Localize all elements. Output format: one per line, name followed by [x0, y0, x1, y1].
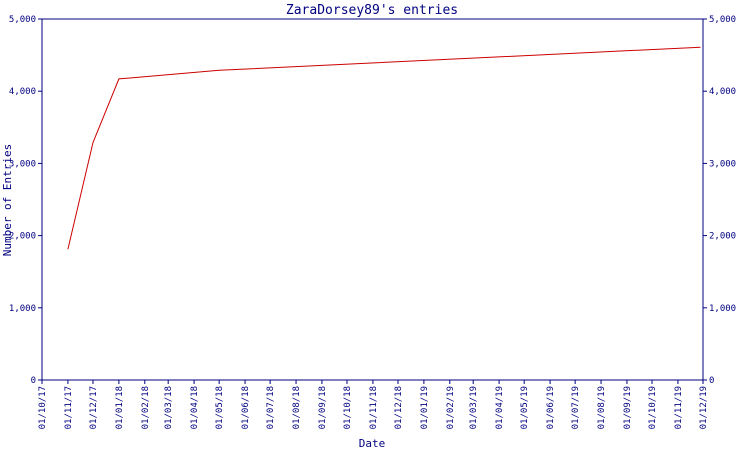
y-tick-label-right: 2,000 — [709, 232, 736, 242]
x-tick-label: 01/10/18 — [343, 386, 353, 429]
y-tick-label-left: 4,000 — [9, 87, 36, 97]
y-tick-label-right: 1,000 — [709, 304, 736, 314]
y-tick-label-right: 3,000 — [709, 159, 736, 169]
x-tick-label: 01/02/18 — [141, 386, 151, 429]
y-tick-label-right: 5,000 — [709, 15, 736, 25]
y-tick-label-left: 0 — [31, 376, 36, 386]
x-tick-label: 01/07/19 — [571, 386, 581, 429]
y-axis-left: 0 1,000 2,000 3,000 4,000 5,000 — [9, 15, 42, 386]
y-tick-label-left: 1,000 — [9, 304, 36, 314]
plot-frame — [41, 18, 704, 381]
y-tick-label-right: 4,000 — [709, 87, 736, 97]
y-axis-title: Number of Entries — [1, 144, 14, 257]
x-tick-label: 01/04/19 — [495, 386, 505, 429]
x-axis: 01/10/17 01/11/17 01/12/17 01/01/18 01/02/18… — [38, 380, 709, 429]
x-axis-title: Date — [359, 437, 386, 450]
y-tick-label-left: 5,000 — [9, 15, 36, 25]
x-tick-label: 01/11/17 — [64, 386, 74, 429]
x-tick-label: 01/10/17 — [38, 386, 48, 429]
y-axis-right: 0 1,000 2,000 3,000 4,000 5,000 — [703, 15, 736, 386]
x-tick-label: 01/10/19 — [648, 386, 658, 429]
x-tick-label: 01/11/19 — [674, 386, 684, 429]
y-tick-label-left: 3,000 — [9, 159, 36, 169]
x-tick-label: 01/01/19 — [420, 386, 430, 429]
x-tick-label: 01/03/19 — [469, 386, 479, 429]
x-tick-label: 01/01/18 — [115, 386, 125, 429]
x-tick-label: 01/06/19 — [546, 386, 556, 429]
x-tick-label: 01/05/18 — [215, 386, 225, 429]
x-tick-label: 01/12/18 — [394, 386, 404, 429]
x-tick-label: 01/02/19 — [446, 386, 456, 429]
x-tick-label: 01/08/18 — [292, 386, 302, 429]
x-tick-label: 01/12/19 — [699, 386, 709, 429]
x-tick-label: 01/08/19 — [597, 386, 607, 429]
x-tick-label: 01/06/18 — [241, 386, 251, 429]
x-tick-label: 01/04/18 — [190, 386, 200, 429]
y-tick-label-left: 2,000 — [9, 232, 36, 242]
x-tick-label: 01/11/18 — [369, 386, 379, 429]
x-tick-label: 01/09/19 — [623, 386, 633, 429]
x-tick-label: 01/07/18 — [266, 386, 276, 429]
x-tick-label: 01/09/18 — [318, 386, 328, 429]
y-tick-label-right: 0 — [709, 376, 714, 386]
series-line — [67, 46, 701, 250]
chart-title: ZaraDorsey89's entries — [286, 3, 458, 18]
x-tick-label: 01/05/19 — [520, 386, 530, 429]
x-tick-label: 01/12/17 — [89, 386, 99, 429]
x-tick-label: 01/03/18 — [164, 386, 174, 429]
series-group — [67, 46, 701, 250]
